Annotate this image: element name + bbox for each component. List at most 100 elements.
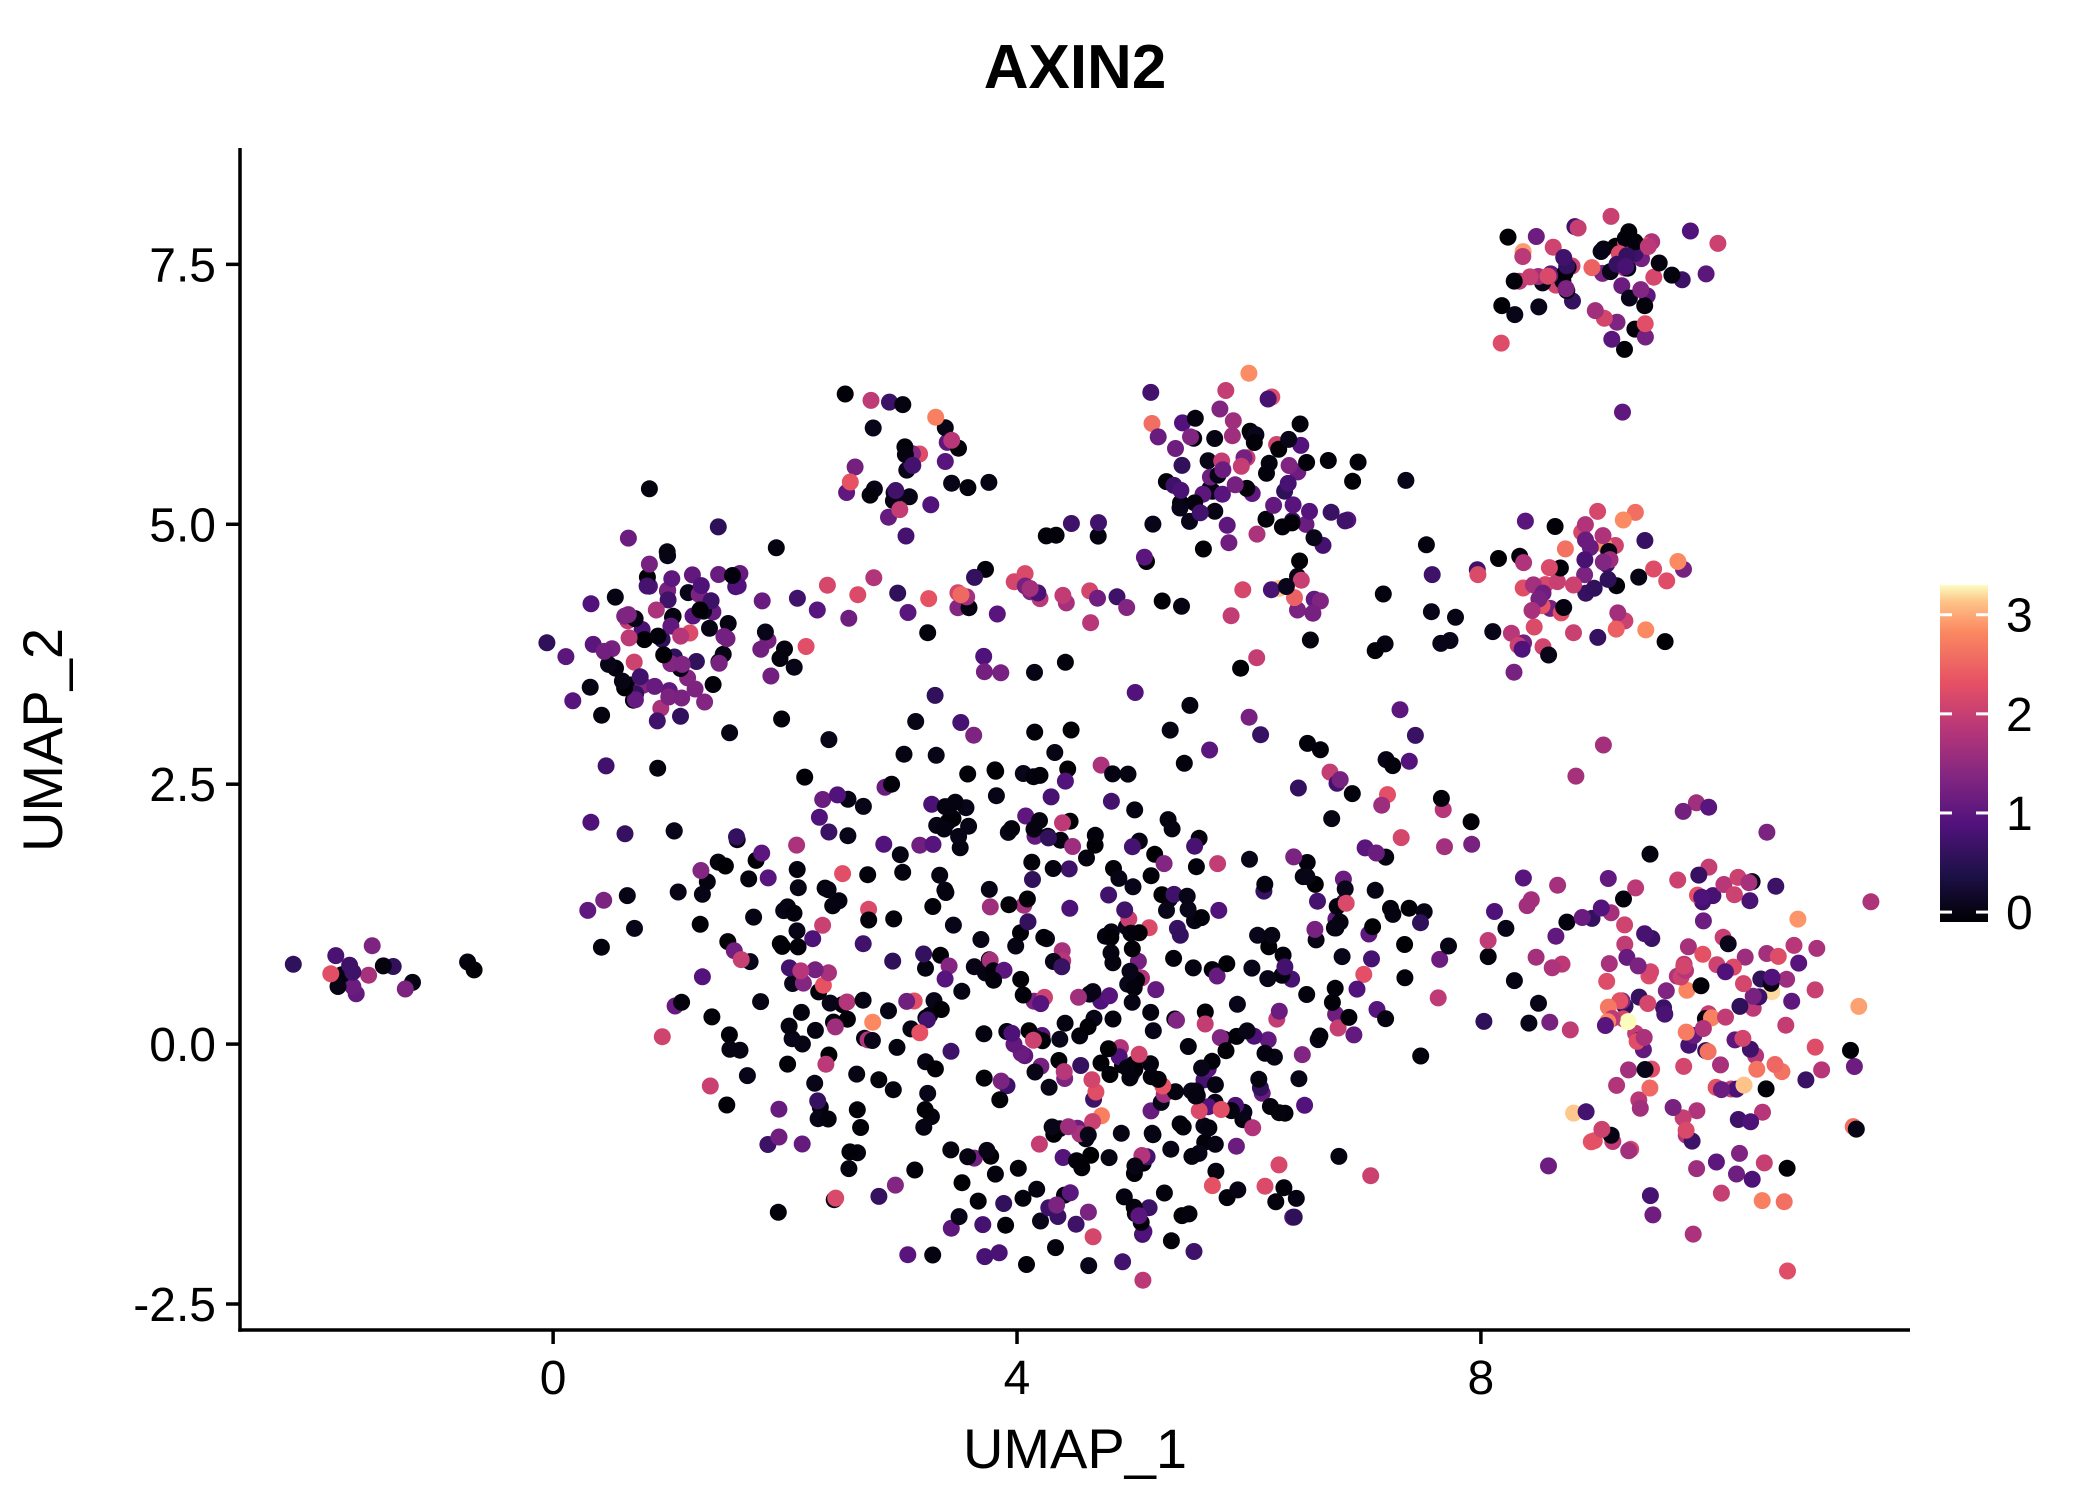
data-point: [1323, 810, 1341, 828]
data-point: [907, 713, 925, 730]
data-point: [672, 707, 689, 725]
colorbar-legend: 0 1 2 3: [1940, 585, 2033, 940]
data-point: [1248, 649, 1266, 667]
data-point: [593, 706, 611, 724]
data-point: [900, 488, 918, 506]
data-point: [363, 937, 381, 955]
data-point: [1400, 899, 1418, 917]
data-point: [1306, 920, 1324, 938]
data-point: [1547, 927, 1565, 945]
data-point: [1731, 997, 1749, 1015]
data-point: [870, 1071, 888, 1089]
data-point: [1130, 1207, 1148, 1225]
data-point: [1344, 472, 1362, 490]
data-point: [796, 768, 814, 786]
data-point: [752, 993, 770, 1011]
data-point: [952, 586, 970, 604]
data-point: [974, 1216, 992, 1234]
data-point: [1593, 1120, 1611, 1138]
data-point: [1744, 987, 1762, 1005]
data-point: [1677, 1121, 1695, 1139]
data-point: [1026, 723, 1044, 741]
data-point: [701, 619, 718, 637]
data-point: [1301, 631, 1319, 649]
data-point: [997, 1216, 1015, 1234]
data-point: [899, 604, 917, 621]
y-tick-label: 5.0: [149, 499, 216, 552]
data-point: [1118, 1059, 1136, 1077]
data-point: [1102, 944, 1120, 962]
data-point: [1025, 768, 1043, 786]
data-point: [1217, 1042, 1235, 1060]
data-point: [864, 1013, 882, 1031]
data-point: [1323, 993, 1341, 1011]
data-point: [818, 576, 836, 594]
data-point: [1757, 1080, 1775, 1098]
data-point: [1555, 599, 1573, 616]
data-point: [959, 1148, 977, 1166]
data-point: [931, 866, 949, 884]
data-point: [595, 891, 613, 909]
data-point: [709, 518, 727, 536]
data-point: [1287, 1189, 1305, 1207]
data-point: [1305, 529, 1323, 547]
data-point: [1329, 1019, 1347, 1037]
data-point: [899, 1246, 917, 1264]
data-point: [788, 836, 806, 854]
data-point: [1218, 516, 1236, 534]
data-point: [687, 653, 705, 670]
data-point: [1173, 597, 1190, 615]
data-point: [1523, 602, 1541, 619]
data-point: [1292, 571, 1310, 589]
data-point: [1196, 1015, 1214, 1033]
data-point: [1669, 553, 1687, 570]
data-point: [1558, 913, 1576, 931]
data-point: [891, 501, 909, 519]
data-point: [1627, 879, 1645, 897]
data-point: [1384, 905, 1402, 923]
data-point: [638, 577, 656, 595]
data-point: [1153, 592, 1171, 610]
data-point: [981, 898, 999, 916]
data-point: [1769, 947, 1787, 965]
data-point: [1641, 1079, 1659, 1097]
data-point: [1598, 972, 1616, 990]
points-layer: [284, 207, 1880, 1289]
data-point: [1783, 992, 1801, 1010]
data-point: [1162, 1140, 1180, 1158]
data-point: [618, 887, 636, 905]
data-point: [785, 658, 803, 676]
colorbar-gradient: [1940, 585, 1988, 922]
data-point: [640, 480, 658, 498]
data-point: [626, 919, 643, 937]
data-point: [1527, 228, 1545, 245]
data-point: [1194, 540, 1212, 558]
data-point: [975, 647, 993, 665]
data-point: [1637, 621, 1655, 639]
data-point: [1576, 566, 1594, 584]
data-point: [888, 1038, 906, 1056]
data-point: [648, 712, 666, 730]
data-point: [1185, 1243, 1203, 1260]
data-point: [1059, 1118, 1077, 1136]
data-point: [616, 825, 634, 843]
data-point: [1374, 585, 1392, 603]
data-point: [792, 962, 810, 980]
data-point: [990, 1244, 1008, 1262]
data-point: [740, 870, 758, 888]
data-point: [860, 911, 878, 929]
data-point: [1265, 496, 1283, 514]
data-point: [1056, 772, 1074, 790]
data-point: [1179, 900, 1197, 918]
data-point: [1182, 428, 1199, 446]
data-point: [1280, 457, 1298, 474]
data-point: [1362, 1167, 1380, 1185]
data-point: [1158, 901, 1175, 919]
data-point: [875, 835, 893, 853]
data-point: [1284, 496, 1302, 514]
data-point: [710, 566, 728, 583]
data-point: [597, 757, 615, 775]
data-point: [806, 961, 824, 979]
data-point: [1080, 1257, 1098, 1275]
data-point: [1423, 566, 1441, 584]
